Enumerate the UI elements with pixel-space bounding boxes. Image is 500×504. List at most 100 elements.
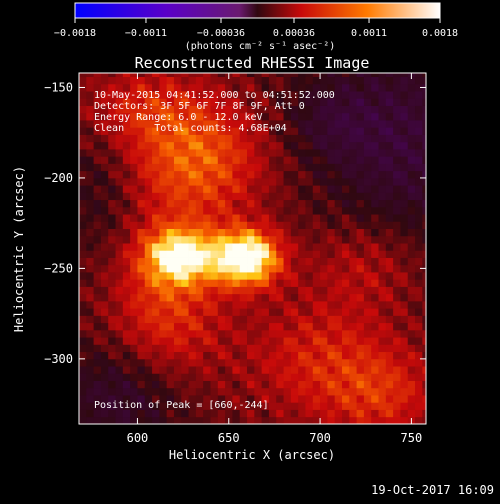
heatmap-cell xyxy=(152,177,160,186)
heatmap-cell xyxy=(130,235,138,244)
heatmap-cell xyxy=(159,199,168,208)
heatmap-cell xyxy=(195,387,204,396)
heatmap-cell xyxy=(268,264,277,273)
heatmap-cell xyxy=(363,228,372,237)
heatmap-cell xyxy=(363,221,372,229)
heatmap-cell xyxy=(261,83,270,92)
heatmap-cell xyxy=(378,185,387,193)
heatmap-cell xyxy=(334,308,343,316)
heatmap-cell xyxy=(327,395,336,403)
heatmap-cell xyxy=(327,300,336,309)
heatmap-cell xyxy=(393,148,401,157)
heatmap-cell xyxy=(152,409,160,418)
heatmap-cell xyxy=(327,373,336,381)
heatmap-cell xyxy=(115,264,124,273)
heatmap-cell xyxy=(320,163,328,172)
heatmap-cell xyxy=(283,206,292,215)
heatmap-cell xyxy=(334,214,343,222)
heatmap-cell xyxy=(341,98,350,106)
heatmap-cell xyxy=(407,300,416,309)
heatmap-cell xyxy=(203,134,211,143)
heatmap-cell xyxy=(232,235,241,244)
heatmap-cell xyxy=(239,395,248,403)
heatmap-cell xyxy=(334,134,343,143)
heatmap-cell xyxy=(188,272,197,280)
heatmap-cell xyxy=(327,308,336,316)
heatmap-cell xyxy=(86,308,95,316)
heatmap-cell xyxy=(320,373,328,381)
heatmap-cell xyxy=(239,141,248,150)
heatmap-cell xyxy=(320,127,328,135)
heatmap-cell xyxy=(137,387,146,396)
heatmap-cell xyxy=(203,387,211,396)
heatmap-cell xyxy=(334,279,343,287)
heatmap-cell xyxy=(210,170,219,179)
heatmap-cell xyxy=(217,358,226,367)
heatmap-cell xyxy=(225,76,233,85)
heatmap-cell xyxy=(283,344,292,353)
heatmap-cell xyxy=(261,91,270,99)
heatmap-cell xyxy=(276,272,284,280)
heatmap-cell xyxy=(327,105,336,114)
heatmap-cell xyxy=(108,192,116,201)
heatmap-cell xyxy=(225,156,233,164)
heatmap-cell xyxy=(290,192,299,201)
heatmap-cell xyxy=(100,416,109,424)
heatmap-cell xyxy=(349,272,357,280)
heatmap-cell xyxy=(320,351,328,360)
heatmap-cell xyxy=(79,134,87,143)
heatmap-cell xyxy=(225,206,233,215)
heatmap-cell xyxy=(195,73,204,78)
heatmap-cell xyxy=(422,76,426,85)
heatmap-cell xyxy=(268,148,277,157)
heatmap-cell xyxy=(415,148,423,157)
heatmap-cell xyxy=(86,221,95,229)
heatmap-cell xyxy=(152,402,160,410)
heatmap-cell xyxy=(79,185,87,193)
heatmap-cell xyxy=(122,300,131,309)
heatmap-cell xyxy=(203,177,211,186)
heatmap-cell xyxy=(320,83,328,92)
heatmap-cell xyxy=(415,337,423,345)
heatmap-cell xyxy=(159,76,168,85)
heatmap-cell xyxy=(334,148,343,157)
heatmap-cell xyxy=(115,337,124,345)
heatmap-cell xyxy=(93,322,102,331)
heatmap-cell xyxy=(166,134,175,143)
heatmap-cell xyxy=(159,134,168,143)
heatmap-cell xyxy=(188,373,197,381)
heatmap-cell xyxy=(130,315,138,324)
heatmap-cell xyxy=(232,264,241,273)
heatmap-cell xyxy=(320,192,328,201)
heatmap-cell xyxy=(407,286,416,295)
heatmap-cell xyxy=(400,337,409,345)
heatmap-cell xyxy=(385,409,394,418)
heatmap-cell xyxy=(210,358,219,367)
heatmap-cell xyxy=(254,315,263,324)
heatmap-cell xyxy=(254,134,263,143)
heatmap-cell xyxy=(283,395,292,403)
heatmap-cell xyxy=(173,293,182,302)
heatmap-cell xyxy=(86,83,95,92)
heatmap-cell xyxy=(407,250,416,258)
heatmap-cell xyxy=(144,387,153,396)
heatmap-cell xyxy=(312,279,321,287)
heatmap-cell xyxy=(108,387,116,396)
heatmap-cell xyxy=(122,177,131,186)
heatmap-cell xyxy=(100,344,109,353)
heatmap-cell xyxy=(217,387,226,396)
heatmap-cell xyxy=(320,228,328,237)
heatmap-cell xyxy=(305,206,314,215)
heatmap-cell xyxy=(341,264,350,273)
heatmap-cell xyxy=(378,380,387,389)
heatmap-cell xyxy=(203,141,211,150)
heatmap-cell xyxy=(349,120,357,128)
heatmap-cell xyxy=(152,351,160,360)
heatmap-cell xyxy=(356,243,365,251)
heatmap-cell xyxy=(422,91,426,99)
heatmap-cell xyxy=(239,148,248,157)
heatmap-cell xyxy=(320,98,328,106)
heatmap-cell xyxy=(239,91,248,99)
heatmap-cell xyxy=(166,387,175,396)
